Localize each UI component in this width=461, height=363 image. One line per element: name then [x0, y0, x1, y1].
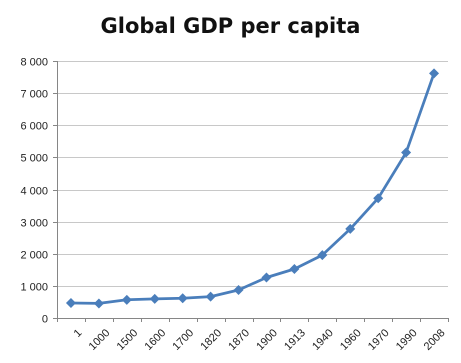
data-point [149, 293, 160, 304]
data-point [205, 291, 216, 302]
data-point [65, 297, 76, 308]
data-point [121, 294, 132, 305]
x-tick-label: 1940 [310, 327, 336, 353]
x-tick-label: 1900 [254, 327, 280, 353]
data-point [429, 68, 440, 79]
x-tick-label: 1700 [170, 327, 196, 353]
data-point [289, 263, 300, 274]
y-tick-label: 0 [42, 314, 48, 326]
x-tick-label: 1500 [115, 327, 141, 353]
y-tick-label: 3 000 [20, 218, 48, 230]
x-tick-label: 1970 [366, 327, 392, 353]
data-point [177, 293, 188, 304]
y-tick-label: 6 000 [20, 121, 48, 133]
y-tick-label: 7 000 [20, 89, 48, 101]
x-tick-label: 1 [72, 327, 85, 340]
data-point [401, 147, 412, 158]
data-point [233, 284, 244, 295]
x-tick-label: 1820 [198, 327, 224, 353]
x-tick-label: 1913 [282, 327, 308, 353]
data-point [345, 223, 356, 234]
data-point [261, 272, 272, 283]
x-tick-label: 1870 [226, 327, 252, 353]
y-tick-label: 1 000 [20, 282, 48, 294]
data-point [317, 250, 328, 261]
data-point [373, 193, 384, 204]
x-tick-label: 1000 [87, 327, 113, 353]
y-tick-label: 2 000 [20, 250, 48, 262]
x-tick-label: 1600 [143, 327, 169, 353]
x-tick-label: 2008 [422, 327, 448, 353]
y-tick-label: 8 000 [20, 57, 48, 69]
chart-title: Global GDP per capita [100, 14, 361, 38]
x-tick-label: 1960 [338, 327, 364, 353]
series-line [70, 72, 436, 305]
data-point [93, 298, 104, 309]
y-tick-label: 4 000 [20, 186, 48, 198]
y-tick-label: 5 000 [20, 153, 48, 165]
x-tick-label: 1990 [394, 327, 420, 353]
